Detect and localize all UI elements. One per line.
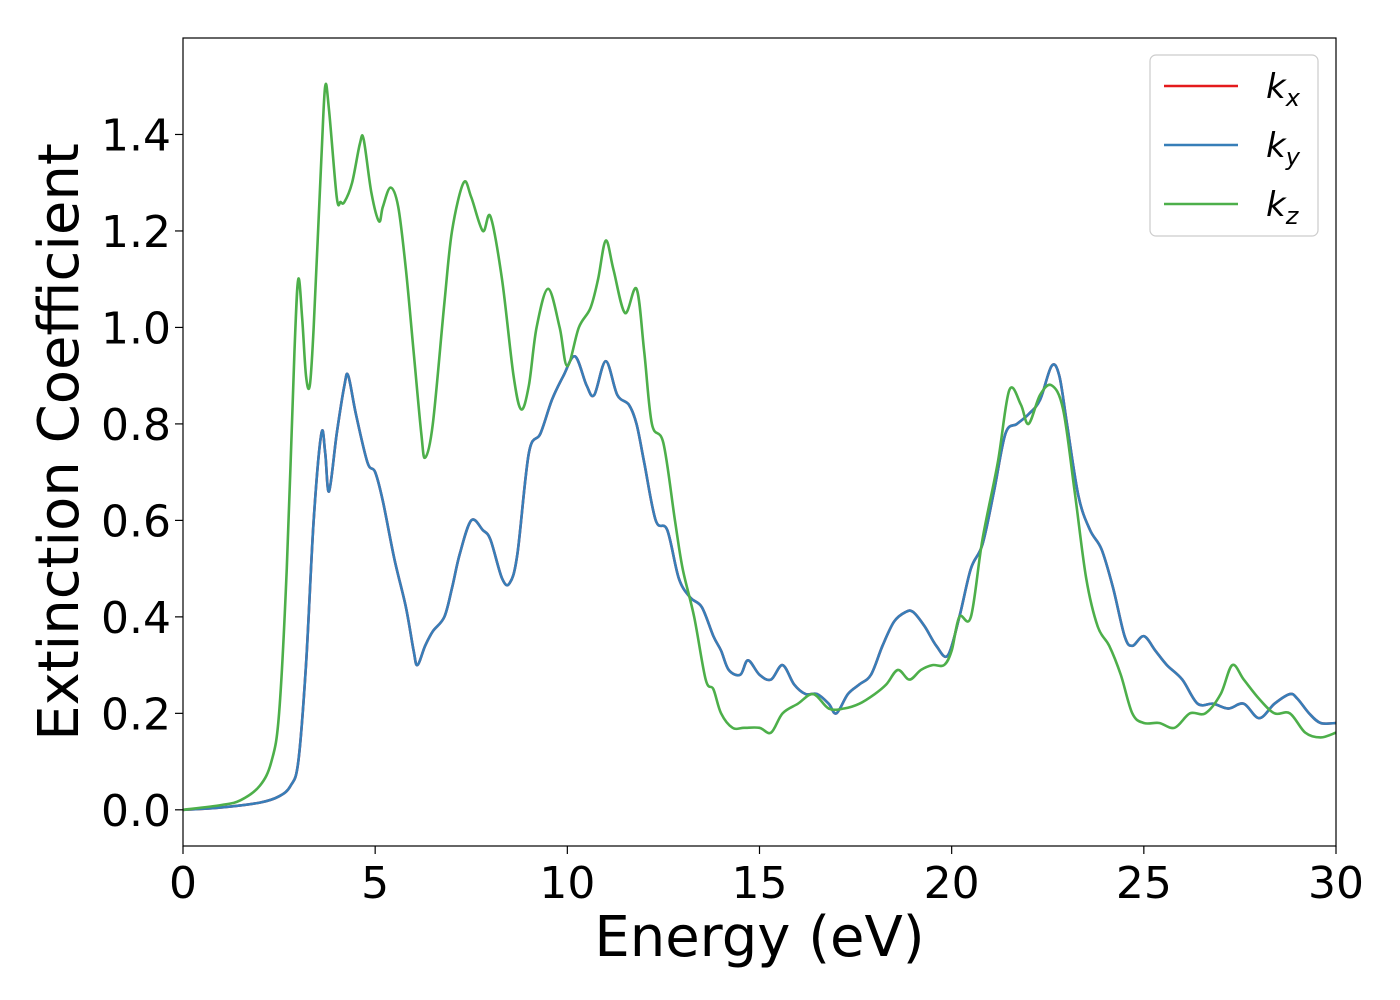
series-line-kz	[183, 82, 1336, 812]
legend-label-kz: kz	[1266, 185, 1300, 230]
x-axis-label: Energy (eV)	[594, 905, 924, 970]
series-line-ky	[183, 355, 1336, 812]
y-axis: 0.0 0.2 0.4 0.6 0.8 1.0 1.2 1.4	[101, 110, 183, 837]
x-tick-label: 0	[169, 858, 197, 909]
y-tick-label: 1.0	[101, 303, 171, 354]
y-tick-label: 0.0	[101, 786, 171, 837]
x-tick-label: 25	[1116, 858, 1172, 909]
x-tick-label: 5	[361, 858, 389, 909]
x-tick-label: 15	[732, 858, 788, 909]
legend-label-ky: ky	[1266, 126, 1301, 171]
y-tick-label: 1.4	[101, 110, 171, 161]
y-tick-label: 0.4	[101, 593, 171, 644]
x-axis: 0 5 10 15 20 25 30	[169, 846, 1364, 909]
x-tick-label: 30	[1308, 858, 1364, 909]
y-tick-label: 0.2	[101, 689, 171, 740]
legend: kx ky kz	[1149, 54, 1319, 237]
series-line-kx	[183, 355, 1336, 812]
legend-label-kx: kx	[1266, 67, 1301, 112]
y-axis-label: Extinction Coefficient	[27, 143, 92, 741]
series-layer	[183, 82, 1336, 812]
x-tick-label: 10	[539, 858, 595, 909]
y-tick-label: 0.8	[101, 400, 171, 451]
y-tick-label: 0.6	[101, 496, 171, 547]
y-tick-label: 1.2	[101, 207, 171, 258]
x-tick-label: 20	[924, 858, 980, 909]
